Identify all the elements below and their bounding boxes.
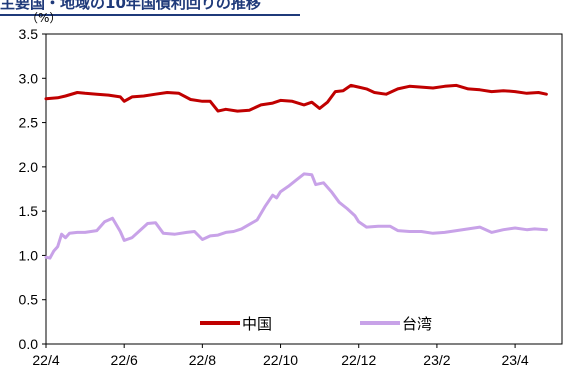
- y-tick-label: 2.5: [19, 115, 39, 131]
- x-tick-label: 22/6: [111, 352, 138, 368]
- legend: 中国 台湾: [200, 315, 432, 333]
- y-tick-label: 2.0: [19, 159, 39, 175]
- series-line-china: [44, 83, 548, 113]
- x-tick-label: 22/4: [32, 352, 59, 368]
- x-tick-label: 23/2: [423, 352, 450, 368]
- y-tick-label: 1.5: [19, 203, 39, 219]
- y-tick-label: 3.5: [19, 26, 39, 42]
- page-title: 主要国・地域の10年国債利回りの推移: [0, 0, 300, 16]
- x-tick-label: 22/12: [341, 352, 376, 368]
- series-line-taiwan: [44, 172, 548, 260]
- y-tick-label: 3.0: [19, 70, 39, 86]
- y-tick-label: 0.0: [19, 336, 39, 352]
- plot-border: [45, 33, 563, 345]
- y-unit-label: （%）: [26, 11, 61, 25]
- x-axis: 22/4 22/6 22/8 22/10 22/12 23/2 23/4: [32, 344, 529, 368]
- legend-label: 中国: [242, 315, 272, 333]
- series-layer: [44, 83, 548, 260]
- x-tick-label: 22/10: [263, 352, 298, 368]
- y-axis: 0.0 0.5 1.0 1.5 2.0 2.5 3.0 3.5: [19, 26, 46, 352]
- x-tick-label: 22/8: [189, 352, 216, 368]
- y-tick-label: 1.0: [19, 247, 39, 263]
- legend-label: 台湾: [402, 315, 432, 333]
- y-tick-label: 0.5: [19, 292, 39, 308]
- plot-area: [45, 33, 563, 345]
- x-tick-label: 23/4: [501, 352, 528, 368]
